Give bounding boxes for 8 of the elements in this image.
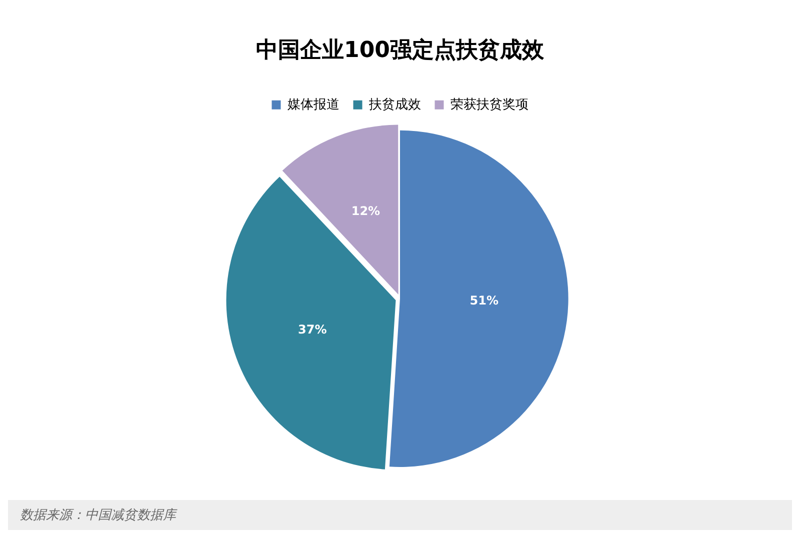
chart-title: 中国企业100强定点扶贫成效 [256,36,545,63]
legend-label: 荣获扶贫奖项 [450,97,528,112]
data-label: 12% [351,204,380,218]
source-note: 数据来源：中国减贫数据库 [8,500,792,530]
legend-label: 媒体报道 [287,97,340,112]
data-label: 51% [470,293,498,308]
data-label: 37% [298,322,327,336]
legend-label: 扶贫成效 [368,97,421,112]
